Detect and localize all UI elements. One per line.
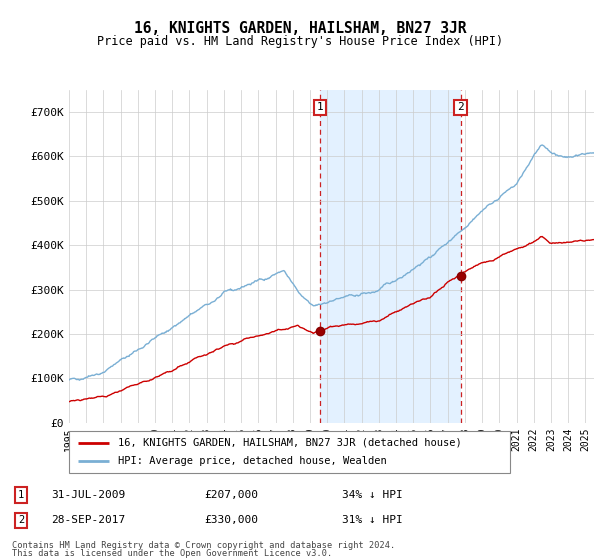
Text: 2: 2 — [457, 102, 464, 113]
Bar — [320, 90, 461, 423]
Text: Price paid vs. HM Land Registry's House Price Index (HPI): Price paid vs. HM Land Registry's House … — [97, 35, 503, 48]
Text: Contains HM Land Registry data © Crown copyright and database right 2024.: Contains HM Land Registry data © Crown c… — [12, 541, 395, 550]
Text: 31-JUL-2009: 31-JUL-2009 — [51, 490, 125, 500]
Text: 31% ↓ HPI: 31% ↓ HPI — [342, 515, 403, 525]
Text: 16, KNIGHTS GARDEN, HAILSHAM, BN27 3JR: 16, KNIGHTS GARDEN, HAILSHAM, BN27 3JR — [134, 21, 466, 36]
Text: £330,000: £330,000 — [204, 515, 258, 525]
Text: This data is licensed under the Open Government Licence v3.0.: This data is licensed under the Open Gov… — [12, 549, 332, 558]
Text: £207,000: £207,000 — [204, 490, 258, 500]
Text: 16, KNIGHTS GARDEN, HAILSHAM, BN27 3JR (detached house): 16, KNIGHTS GARDEN, HAILSHAM, BN27 3JR (… — [118, 438, 461, 448]
Text: HPI: Average price, detached house, Wealden: HPI: Average price, detached house, Weal… — [118, 456, 386, 466]
FancyBboxPatch shape — [69, 431, 510, 473]
Text: 1: 1 — [18, 490, 24, 500]
Text: 34% ↓ HPI: 34% ↓ HPI — [342, 490, 403, 500]
Text: 28-SEP-2017: 28-SEP-2017 — [51, 515, 125, 525]
Text: 2: 2 — [18, 515, 24, 525]
Text: 1: 1 — [317, 102, 323, 113]
